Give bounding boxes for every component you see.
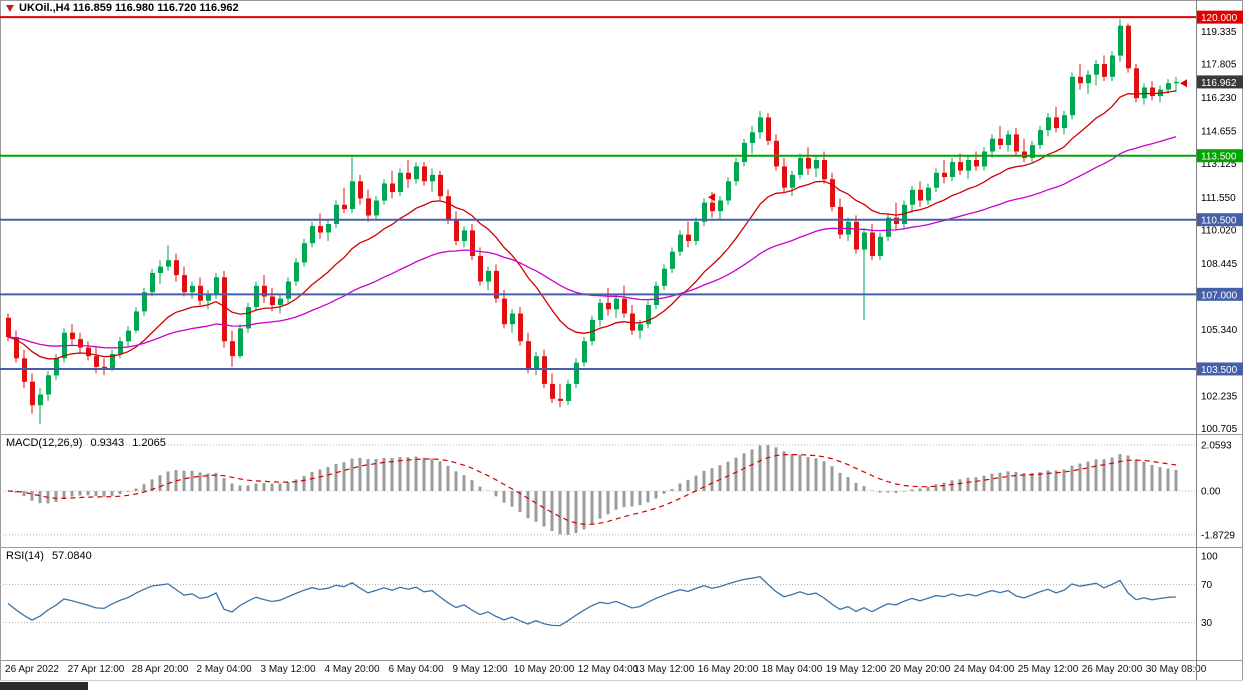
time-axis-label: 28 Apr 20:00	[131, 664, 189, 675]
svg-text:113.125: 113.125	[1201, 159, 1237, 170]
svg-text:2.0593: 2.0593	[1201, 441, 1232, 452]
chart-title: UKOil.,H4 116.859 116.980 116.720 116.96…	[6, 2, 239, 14]
rsi-panel: 100 70 30 RSI(14) 57.0840	[0, 547, 1243, 660]
time-axis-label: 10 May 20:00	[513, 664, 575, 675]
svg-text:120.000: 120.000	[1201, 13, 1238, 24]
ma-slow-line	[7, 136, 1177, 349]
price-panel: 119.335 117.805 116.230 114.655 113.125 111.5…	[0, 0, 1243, 434]
svg-text:0.00: 0.00	[1201, 487, 1221, 498]
macd-main-value: 0.9343	[90, 437, 125, 449]
rsi-levels	[0, 584, 1196, 623]
macd-signal-value: 1.2065	[132, 437, 166, 449]
price-axis-ticks: 119.335 117.805 116.230 114.655 113.125 111.5…	[1201, 27, 1238, 434]
time-axis-label: 6 May 04:00	[388, 664, 444, 675]
svg-text:111.550: 111.550	[1201, 193, 1236, 204]
chart-title-text: UKOil.,H4 116.859 116.980 116.720 116.96…	[19, 2, 239, 14]
scrollbar-thumb[interactable]	[0, 682, 88, 690]
time-axis-label: 26 May 20:00	[1081, 664, 1143, 675]
macd-label: MACD(12,26,9) 0.9343 1.2065	[6, 437, 166, 449]
price-axis-separator	[1196, 0, 1197, 680]
time-axis-label: 24 May 04:00	[953, 664, 1015, 675]
time-axis-label: 3 May 12:00	[260, 664, 316, 675]
rsi-indicator-name: RSI(14)	[6, 550, 44, 562]
horizontal-levels	[0, 16, 1196, 370]
svg-text:117.805: 117.805	[1201, 59, 1237, 70]
time-axis[interactable]: 26 Apr 2022 27 Apr 12:00 28 Apr 20:00 2 May…	[0, 660, 1243, 680]
time-axis-label: 13 May 12:00	[633, 664, 695, 675]
time-axis-label: 18 May 04:00	[761, 664, 823, 675]
macd-axis-ticks: 2.0593 0.00 -1.8729	[0, 441, 1235, 541]
time-axis-label: 12 May 04:00	[577, 664, 639, 675]
ma-fast-line	[7, 90, 1177, 360]
macd-histogram	[14, 445, 1178, 535]
time-axis-label: 20 May 20:00	[889, 664, 951, 675]
time-axis-label: 30 May 08:00	[1145, 664, 1207, 675]
rsi-axis-ticks: 100 70 30	[1201, 552, 1218, 630]
time-axis-label: 25 May 12:00	[1017, 664, 1079, 675]
svg-text:107.000: 107.000	[1201, 290, 1238, 301]
svg-text:113.500: 113.500	[1201, 152, 1237, 163]
macd-panel: 2.0593 0.00 -1.8729 MACD(12,26,9) 0.9343 1…	[0, 434, 1243, 547]
svg-text:119.335: 119.335	[1201, 27, 1237, 38]
trade-markers	[708, 79, 1187, 202]
svg-text:105.340: 105.340	[1201, 325, 1238, 336]
candles	[6, 19, 1179, 425]
time-axis-label: 16 May 20:00	[697, 664, 759, 675]
svg-text:114.655: 114.655	[1201, 127, 1237, 138]
svg-text:116.962: 116.962	[1201, 78, 1237, 89]
time-axis-label: 19 May 12:00	[825, 664, 887, 675]
time-axis-label: 2 May 04:00	[196, 664, 252, 675]
svg-text:108.445: 108.445	[1201, 259, 1238, 270]
svg-text:103.500: 103.500	[1201, 365, 1238, 376]
svg-text:30: 30	[1201, 618, 1213, 629]
rsi-line	[7, 575, 1177, 627]
macd-indicator-name: MACD(12,26,9)	[6, 437, 83, 449]
time-axis-label: 4 May 20:00	[324, 664, 380, 675]
svg-text:70: 70	[1201, 580, 1213, 591]
rsi-value: 57.0840	[51, 550, 92, 562]
macd-chart[interactable]: 2.0593 0.00 -1.8729	[0, 435, 1243, 547]
svg-text:116.230: 116.230	[1201, 93, 1237, 104]
svg-text:110.020: 110.020	[1201, 225, 1237, 236]
svg-text:110.500: 110.500	[1201, 216, 1237, 227]
symbol-dropdown-icon[interactable]	[6, 4, 14, 12]
svg-text:100.705: 100.705	[1201, 424, 1238, 434]
rsi-label: RSI(14) 57.0840	[6, 550, 92, 562]
price-labels: 120.000 113.500 110.500 107.000 103.500 116.9…	[1197, 10, 1243, 376]
time-axis-label: 9 May 12:00	[452, 664, 508, 675]
time-axis-label: 26 Apr 2022	[5, 664, 59, 675]
horizontal-scrollbar[interactable]	[0, 680, 1243, 691]
candlestick-chart[interactable]: 119.335 117.805 116.230 114.655 113.125 111.5…	[0, 0, 1243, 434]
svg-text:102.235: 102.235	[1201, 391, 1238, 402]
time-axis-label: 27 Apr 12:00	[67, 664, 125, 675]
svg-text:-1.8729: -1.8729	[1201, 530, 1235, 541]
rsi-chart[interactable]: 100 70 30	[0, 548, 1243, 660]
macd-signal-line	[7, 454, 1177, 525]
svg-text:100: 100	[1201, 552, 1218, 563]
